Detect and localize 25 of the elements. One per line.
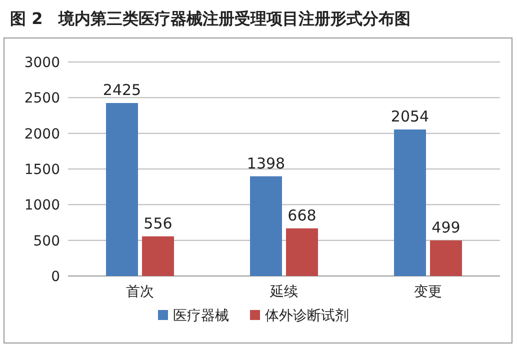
bar [250,176,282,276]
y-tick-label: 0 [51,269,60,285]
y-tick-label: 1500 [24,162,60,178]
bar [394,129,426,276]
bar [286,228,318,276]
x-tick-label: 延续 [269,284,298,300]
y-tick-label: 500 [33,233,60,250]
y-tick-label: 2500 [24,90,60,107]
y-tick-label: 3000 [24,55,60,71]
bar [430,240,462,276]
y-tick-label: 2000 [24,126,60,142]
chart-title: 图 2 境内第三类医疗器械注册受理项目注册形式分布图 [10,9,411,28]
bar [142,236,174,276]
data-label: 1398 [246,154,286,172]
x-tick-label: 首次 [126,284,154,300]
data-label: 668 [288,206,316,224]
legend-label: 体外诊断试剂 [265,308,349,324]
bar [106,103,138,276]
legend-label: 医疗器械 [173,308,229,324]
data-label: 499 [432,218,460,236]
y-tick-label: 1000 [24,198,60,214]
data-label: 2054 [390,107,430,126]
data-label: 556 [144,214,172,232]
x-tick-label: 变更 [414,284,442,300]
data-label: 2425 [102,81,142,100]
